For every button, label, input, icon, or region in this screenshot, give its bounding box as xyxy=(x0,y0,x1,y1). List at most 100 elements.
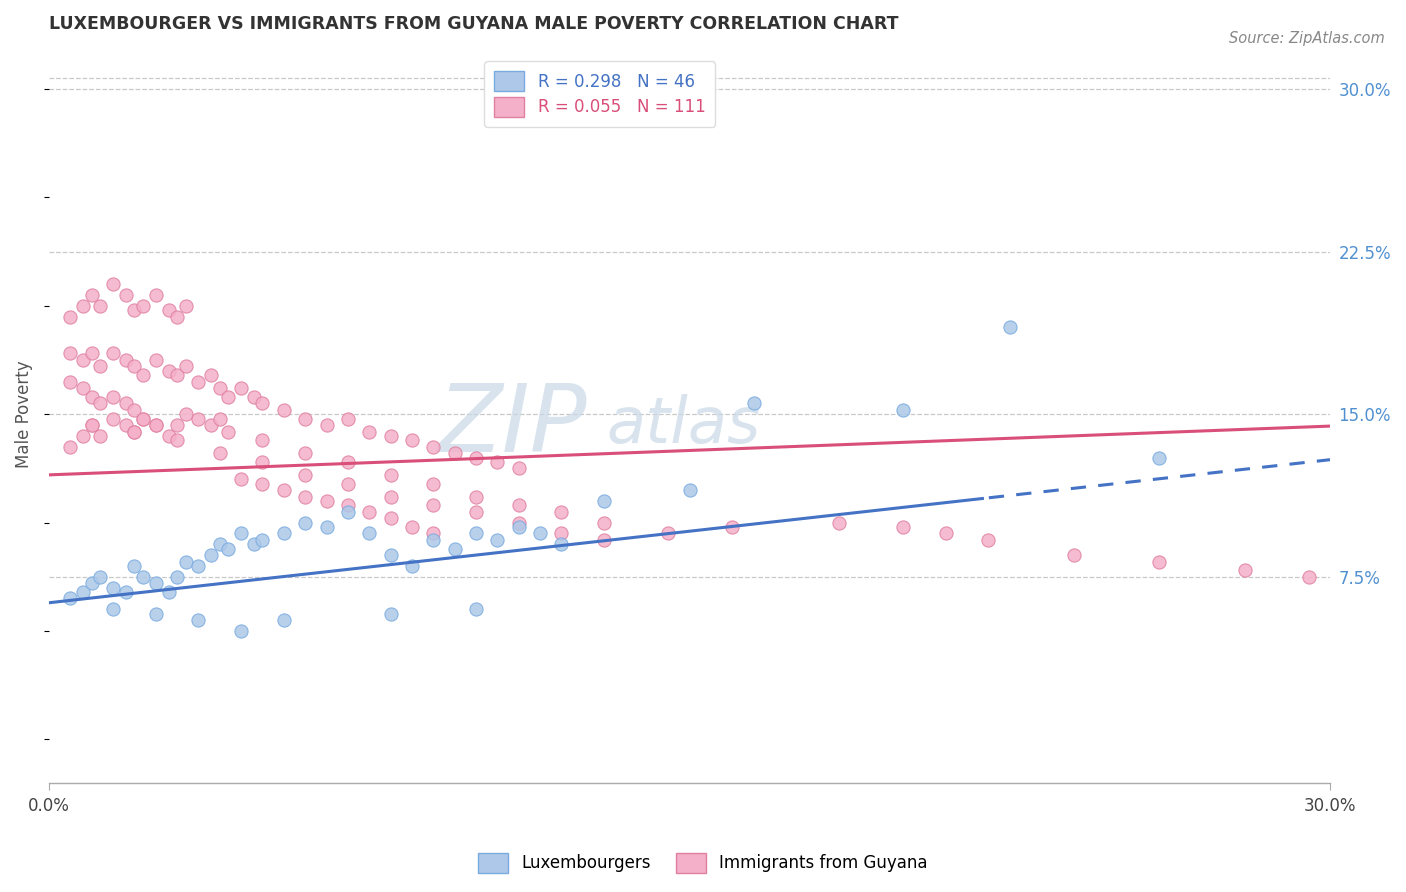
Point xyxy=(336,455,359,469)
Point xyxy=(336,476,359,491)
Point xyxy=(550,505,572,519)
Point xyxy=(294,411,316,425)
Point xyxy=(114,288,136,302)
Point xyxy=(422,526,444,541)
Point xyxy=(72,381,94,395)
Point xyxy=(217,541,239,556)
Point xyxy=(252,433,274,447)
Point xyxy=(422,533,444,547)
Point xyxy=(145,417,167,432)
Point xyxy=(124,425,146,439)
Point xyxy=(89,396,111,410)
Point xyxy=(465,505,488,519)
Point xyxy=(465,526,488,541)
Point xyxy=(443,541,465,556)
Point xyxy=(59,591,82,606)
Point xyxy=(593,533,616,547)
Point xyxy=(294,490,316,504)
Point xyxy=(359,526,381,541)
Point xyxy=(252,533,274,547)
Point xyxy=(273,402,295,417)
Point xyxy=(1147,555,1170,569)
Point xyxy=(657,526,679,541)
Point xyxy=(187,613,209,627)
Point xyxy=(380,607,402,621)
Point xyxy=(508,498,530,512)
Point xyxy=(174,555,197,569)
Point xyxy=(231,381,253,395)
Point xyxy=(187,411,209,425)
Point xyxy=(80,288,103,302)
Point xyxy=(252,455,274,469)
Point xyxy=(80,576,103,591)
Point xyxy=(132,570,155,584)
Point xyxy=(157,429,180,443)
Point xyxy=(200,368,222,383)
Point xyxy=(145,576,167,591)
Point xyxy=(157,303,180,318)
Point xyxy=(721,520,744,534)
Point xyxy=(252,396,274,410)
Point xyxy=(101,581,124,595)
Point xyxy=(124,303,146,318)
Point xyxy=(80,346,103,360)
Point xyxy=(124,402,146,417)
Text: LUXEMBOURGER VS IMMIGRANTS FROM GUYANA MALE POVERTY CORRELATION CHART: LUXEMBOURGER VS IMMIGRANTS FROM GUYANA M… xyxy=(49,15,898,33)
Point xyxy=(89,299,111,313)
Point xyxy=(422,498,444,512)
Point xyxy=(145,288,167,302)
Point xyxy=(89,429,111,443)
Point xyxy=(101,602,124,616)
Point xyxy=(935,526,957,541)
Point xyxy=(550,537,572,551)
Point xyxy=(359,505,381,519)
Point xyxy=(977,533,1000,547)
Point xyxy=(380,511,402,525)
Point xyxy=(273,483,295,497)
Point xyxy=(401,558,423,573)
Point xyxy=(114,417,136,432)
Point xyxy=(422,440,444,454)
Point xyxy=(273,526,295,541)
Point xyxy=(166,310,188,324)
Point xyxy=(336,498,359,512)
Point xyxy=(101,390,124,404)
Point xyxy=(891,402,914,417)
Point xyxy=(508,520,530,534)
Point xyxy=(742,396,765,410)
Point xyxy=(80,417,103,432)
Point xyxy=(465,490,488,504)
Point xyxy=(145,607,167,621)
Point xyxy=(401,520,423,534)
Point xyxy=(508,516,530,530)
Point xyxy=(294,516,316,530)
Point xyxy=(166,417,188,432)
Point xyxy=(217,425,239,439)
Point xyxy=(89,570,111,584)
Point xyxy=(401,433,423,447)
Point xyxy=(465,450,488,465)
Y-axis label: Male Poverty: Male Poverty xyxy=(15,360,32,468)
Point xyxy=(243,537,266,551)
Point xyxy=(124,558,146,573)
Point xyxy=(231,472,253,486)
Point xyxy=(359,425,381,439)
Point xyxy=(828,516,851,530)
Point xyxy=(443,446,465,460)
Point xyxy=(59,310,82,324)
Point xyxy=(529,526,551,541)
Point xyxy=(217,390,239,404)
Point xyxy=(208,446,231,460)
Point xyxy=(114,396,136,410)
Point xyxy=(174,407,197,421)
Point xyxy=(315,520,337,534)
Point xyxy=(114,585,136,599)
Legend: R = 0.298   N = 46, R = 0.055   N = 111: R = 0.298 N = 46, R = 0.055 N = 111 xyxy=(484,62,716,127)
Point xyxy=(593,494,616,508)
Point xyxy=(187,558,209,573)
Point xyxy=(1298,570,1320,584)
Point xyxy=(508,461,530,475)
Point xyxy=(187,375,209,389)
Point xyxy=(72,353,94,368)
Point xyxy=(486,455,509,469)
